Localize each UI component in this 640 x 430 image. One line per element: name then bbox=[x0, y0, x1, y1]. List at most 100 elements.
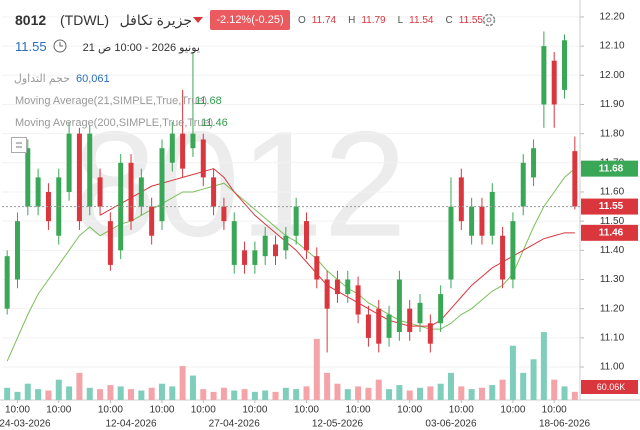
candle-body bbox=[14, 221, 20, 280]
candle-body bbox=[293, 206, 299, 236]
volume-bar bbox=[324, 372, 331, 400]
volume-bar bbox=[220, 387, 227, 400]
candle-body bbox=[510, 221, 516, 280]
candle-body bbox=[345, 279, 351, 295]
volume-bar bbox=[334, 383, 341, 400]
candle-body bbox=[500, 235, 506, 280]
y-tick-label: 11.10 bbox=[600, 332, 625, 343]
candle-body bbox=[324, 279, 330, 309]
candle-body bbox=[149, 206, 155, 236]
y-tick-label: 12.00 bbox=[599, 70, 624, 81]
volume-bar bbox=[437, 383, 444, 400]
price-box bbox=[581, 198, 638, 215]
candle-body bbox=[365, 314, 371, 338]
volume-bar bbox=[313, 338, 320, 400]
y-tick-label: 11.30 bbox=[600, 274, 625, 285]
settings-icon[interactable] bbox=[481, 12, 497, 28]
y-tick-label: 12.10 bbox=[599, 41, 624, 52]
volume-bar bbox=[478, 387, 485, 400]
ohlc-label: H bbox=[348, 15, 356, 26]
candle-body bbox=[4, 256, 10, 309]
candle-body bbox=[396, 279, 402, 333]
last-price: 11.55 bbox=[15, 39, 47, 54]
ma-line bbox=[6, 168, 576, 362]
volume-bar bbox=[520, 372, 527, 400]
candle-body bbox=[118, 162, 124, 251]
volume-bar bbox=[468, 389, 475, 400]
legend-value: 11.68 bbox=[195, 95, 222, 107]
ohlc-value: 11.74 bbox=[311, 15, 337, 26]
volume-bar bbox=[427, 386, 434, 400]
candle-body bbox=[417, 302, 423, 324]
x-tick-label: 10:00 bbox=[46, 405, 71, 416]
candle-body bbox=[190, 133, 196, 149]
x-date-label: 12-04-2026 bbox=[105, 419, 157, 430]
volume-label: حجم التداول bbox=[13, 73, 70, 85]
candle-body bbox=[169, 133, 175, 163]
volume-bar bbox=[571, 391, 578, 400]
legend-label: Moving Average(200,SIMPLE,True,True) bbox=[15, 117, 214, 129]
x-tick-label: 10:00 bbox=[294, 405, 319, 416]
volume-label: 60.06K bbox=[597, 382, 626, 392]
candle-body bbox=[252, 250, 258, 265]
candle-body bbox=[283, 235, 289, 251]
ohlc-label: C bbox=[445, 15, 453, 26]
y-tick-label: 11.40 bbox=[600, 245, 625, 256]
candle-body bbox=[355, 285, 361, 315]
candle-body bbox=[303, 221, 309, 251]
volume-bar bbox=[210, 391, 217, 400]
volume-bar bbox=[55, 379, 62, 400]
volume-bar bbox=[241, 389, 248, 400]
collapse-button[interactable] bbox=[11, 137, 27, 153]
candle-body bbox=[221, 206, 227, 222]
volume-bar bbox=[200, 389, 207, 400]
volume-bar bbox=[406, 390, 413, 400]
volume-bar bbox=[365, 387, 372, 400]
volume-bar bbox=[344, 389, 351, 400]
candle-body bbox=[87, 133, 93, 207]
y-tick-label: 12.20 bbox=[599, 12, 624, 23]
exchange: (TDWL) bbox=[60, 12, 109, 28]
candle-body bbox=[520, 162, 526, 207]
volume-bar bbox=[35, 389, 42, 400]
volume-bar bbox=[86, 387, 93, 400]
volume-bar bbox=[128, 389, 135, 400]
candle-body bbox=[407, 308, 413, 333]
candle-body bbox=[159, 148, 165, 222]
candle-body bbox=[231, 221, 237, 265]
x-date-label: 27-04-2026 bbox=[209, 419, 261, 430]
candle-body bbox=[180, 133, 186, 169]
change-badge: -2.12%(-0.25) bbox=[210, 10, 290, 30]
volume-bar bbox=[530, 359, 537, 400]
volume-bar bbox=[158, 383, 165, 400]
x-tick-label: 10:00 bbox=[500, 405, 525, 416]
candle-body bbox=[200, 139, 206, 178]
candle-body bbox=[273, 244, 279, 257]
candle-body bbox=[138, 177, 144, 207]
legend-label: Moving Average(21,SIMPLE,True,True) bbox=[15, 95, 208, 107]
ohlc-value: 11.79 bbox=[361, 15, 386, 26]
candle-body bbox=[551, 60, 557, 105]
price-box-label: 11.68 bbox=[599, 163, 624, 174]
company-name: جزيرة تكافل bbox=[119, 12, 192, 28]
candle-body bbox=[489, 191, 495, 236]
volume-bar bbox=[251, 391, 258, 400]
x-tick-label: 10:00 bbox=[242, 405, 267, 416]
candle-body bbox=[427, 323, 433, 344]
x-date-label: 24-03-2026 bbox=[0, 419, 51, 430]
down-arrow bbox=[193, 17, 203, 23]
candle-body bbox=[66, 133, 72, 192]
candle-body bbox=[458, 177, 464, 222]
volume-bar bbox=[138, 390, 145, 400]
candle-body bbox=[572, 151, 578, 207]
candle-body bbox=[334, 279, 340, 295]
volume-bar bbox=[551, 379, 558, 400]
legend-value: 11.46 bbox=[201, 117, 228, 129]
candle-body bbox=[262, 235, 268, 257]
candle-body bbox=[76, 133, 82, 222]
y-tick-label: 11.20 bbox=[600, 303, 625, 314]
volume-bar bbox=[45, 390, 52, 400]
volume-bar bbox=[117, 386, 124, 400]
candle-body bbox=[469, 206, 475, 236]
